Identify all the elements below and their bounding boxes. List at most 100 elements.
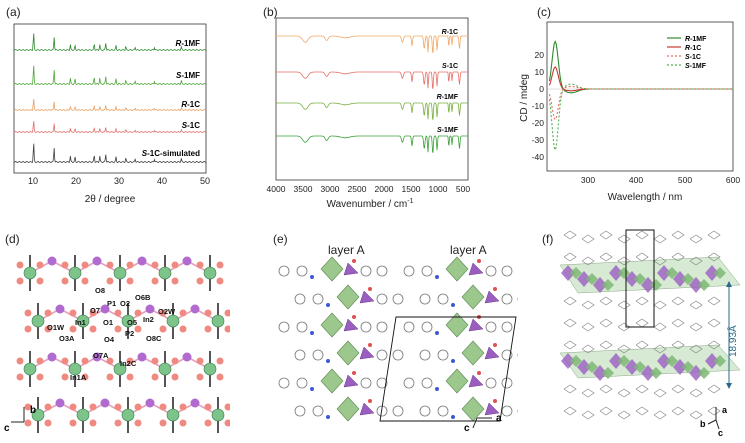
atom-label: P1 xyxy=(107,299,116,308)
phenyl-ring xyxy=(376,293,388,305)
atom-label: O2 xyxy=(120,299,130,308)
atom-labels: O8 P1 O2 O6B O7 O2W O1W In1 O1 O5 In2 O3… xyxy=(47,286,176,382)
indium-octahedron xyxy=(618,355,630,367)
indium-octahedron xyxy=(698,367,710,379)
oxygen-atom xyxy=(81,261,89,269)
oxygen-atom xyxy=(69,325,77,333)
oxygen-atom xyxy=(477,371,481,375)
phenyl-ring xyxy=(392,405,404,417)
phenyl-ring xyxy=(376,321,388,333)
pxrd-trace xyxy=(13,120,207,133)
indium-octahedron xyxy=(714,355,726,367)
phenyl-ring xyxy=(278,265,290,277)
organic-ligand xyxy=(671,230,685,240)
phosphate-tetrahedron xyxy=(484,346,500,360)
panel-f-letter: (f) xyxy=(542,232,553,246)
phosphorus-atom xyxy=(100,304,110,314)
organic-ligand xyxy=(689,300,703,310)
phosphate-tetrahedron xyxy=(343,262,359,276)
trace-label-r-1c: R-1C xyxy=(181,100,200,109)
y-axis-ticks: 20 10 0 -10 -20 -30 -40 xyxy=(532,50,545,162)
x-tick: 2500 xyxy=(348,184,367,194)
indium-octahedron xyxy=(445,256,469,282)
organic-ligand xyxy=(635,406,649,416)
oxygen-atom xyxy=(216,277,224,285)
phenyl-ring xyxy=(437,405,449,417)
panel-c: (c) 20 10 0 -10 -20 -30 -40 300 400 500 … xyxy=(505,0,745,215)
organic-ligand xyxy=(581,322,595,332)
cd-traces xyxy=(548,40,733,152)
oxygen-atom xyxy=(36,373,44,381)
indium-atom xyxy=(23,266,37,280)
phenyl-ring xyxy=(403,321,415,333)
y-tick: -40 xyxy=(532,152,545,162)
y-tick: 20 xyxy=(535,50,545,60)
indium-octahedron xyxy=(634,361,646,373)
phosphate-tetrahedron xyxy=(625,271,639,287)
oxygen-atom xyxy=(81,357,89,365)
legend-label: S-1MF xyxy=(685,63,707,70)
phenyl-ring xyxy=(501,265,513,277)
organic-ligand xyxy=(599,318,613,328)
phosphorus-atom xyxy=(55,398,65,408)
organic-ligand xyxy=(599,230,613,240)
atom-label: O4 xyxy=(104,335,115,344)
nitrogen-atom xyxy=(451,415,455,419)
oxygen-atom xyxy=(352,315,356,319)
oxygen-atom xyxy=(352,259,356,263)
organic-ligand xyxy=(635,230,649,240)
indium-octahedron xyxy=(618,267,630,279)
phosphate-tetrahedron xyxy=(468,318,484,332)
phosphorus-atom xyxy=(137,256,147,266)
axis-c-label: c xyxy=(464,423,470,434)
organic-ligand xyxy=(689,234,703,244)
nitrogen-atom xyxy=(310,275,314,279)
indium-octahedron xyxy=(445,312,469,338)
oxygen-atom xyxy=(493,287,497,291)
oxygen-atom xyxy=(134,325,142,333)
oxygen-atom xyxy=(16,277,24,285)
organic-ligand xyxy=(689,410,703,420)
oxygen-atom xyxy=(126,261,134,269)
ftir-trace-labels: R-1C S-1C R-1MF S-1MF xyxy=(437,29,459,134)
panel-e-letter: (e) xyxy=(273,232,288,246)
x-tick: 500 xyxy=(456,184,470,194)
legend-label: S-1C xyxy=(685,54,701,61)
axis-a-label: a xyxy=(496,413,502,424)
indium-octahedron xyxy=(682,361,694,373)
oxygen-atom xyxy=(134,309,142,317)
atom-label: In2 xyxy=(143,315,154,324)
organic-ligand xyxy=(671,406,685,416)
phenyl-ring xyxy=(296,321,308,333)
oxygen-atom xyxy=(106,261,114,269)
x-tick: 4000 xyxy=(267,184,286,194)
atom-label: O5 xyxy=(127,318,137,327)
crystal-structure-e: (e) layer A layer A a c xyxy=(273,232,529,434)
phosphate-tetrahedron xyxy=(689,277,703,293)
indium-atom xyxy=(113,266,127,280)
indium-octahedron xyxy=(634,273,646,285)
phenyl-ring xyxy=(403,377,415,389)
phosphate-tetrahedron xyxy=(641,365,655,381)
oxygen-atom xyxy=(477,259,481,263)
trace-label-s-1mf: S-1MF xyxy=(437,127,459,134)
indium-atom xyxy=(203,266,217,280)
phosphate-tetrahedron xyxy=(484,290,500,304)
oxygen-atom xyxy=(16,357,24,365)
organic-ligand xyxy=(653,388,667,398)
nitrogen-atom xyxy=(310,331,314,335)
panel-d: (d) O8 P1 O2 O6B O7 O2W O1W In1 O1 O5 In… xyxy=(0,225,232,438)
x-axis-ticks: 4000 3500 3000 2500 2000 1500 1000 500 xyxy=(267,184,471,194)
y-axis-label: CD / mdeg xyxy=(519,74,530,122)
organic-ligand xyxy=(689,344,703,354)
x-tick: 3000 xyxy=(321,184,340,194)
phenyl-ring xyxy=(312,293,324,305)
indium-octahedron xyxy=(461,284,485,310)
phenyl-ring xyxy=(278,321,290,333)
phenyl-ring xyxy=(278,377,290,389)
indium-atom xyxy=(76,314,90,328)
organic-ligand xyxy=(617,300,631,310)
oxygen-atom xyxy=(151,261,159,269)
panel-c-letter: (c) xyxy=(537,5,551,19)
organic-ligand xyxy=(599,384,613,394)
